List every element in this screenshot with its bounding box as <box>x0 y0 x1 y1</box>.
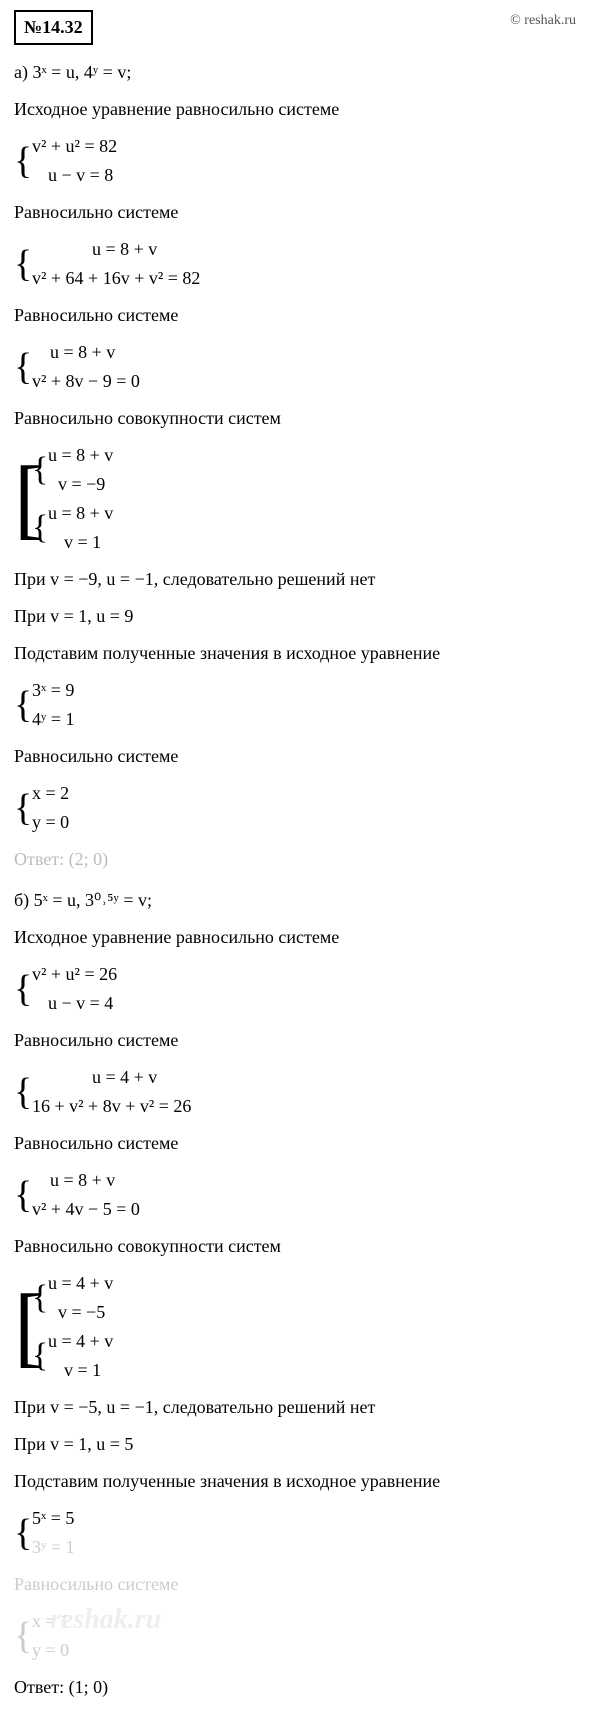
text-line: Равносильно системе <box>14 1027 576 1054</box>
brace-icon: { <box>14 780 32 836</box>
equation-row: v² + 8v − 9 = 0 <box>32 368 576 395</box>
system-block: { u = 8 + v v² + 8v − 9 = 0 <box>14 339 576 395</box>
equation-row: v = 1 <box>48 1357 576 1384</box>
answer-line: Ответ: (1; 0) <box>14 1674 576 1701</box>
text-line: Исходное уравнение равносильно системе <box>14 924 576 951</box>
copyright: © reshak.ru <box>510 10 576 31</box>
system-block: { v² + u² = 82 u − v = 8 <box>14 133 576 189</box>
text-line: Равносильно совокупности систем <box>14 1233 576 1260</box>
equation-row: 16 + v² + 8v + v² = 26 <box>32 1093 576 1120</box>
system-block: { u = 8 + v v = −9 <box>32 442 576 498</box>
equation-row: u = 8 + v <box>32 236 576 263</box>
text-line: Исходное уравнение равносильно системе <box>14 96 576 123</box>
answer-line: Ответ: (2; 0) <box>14 846 576 873</box>
text-line: Равносильно системе <box>14 199 576 226</box>
equation-row: 3ʸ = 1 <box>32 1534 576 1561</box>
equation-row: u = 8 + v <box>32 339 576 366</box>
header-row: №14.32 © reshak.ru <box>14 10 576 45</box>
brace-icon: { <box>14 339 32 395</box>
union-block: [ { u = 4 + v v = −5 { u = 4 + v v = 1 <box>14 1270 576 1384</box>
text-line: При v = 1, u = 5 <box>14 1431 576 1458</box>
equation-row: u = 8 + v <box>32 1167 576 1194</box>
system-block: { x = 2 y = 0 <box>14 780 576 836</box>
brace-icon: { <box>14 1167 32 1223</box>
equation-row: y = 0 <box>32 809 576 836</box>
brace-icon: { <box>14 1505 32 1561</box>
brace-icon: { <box>14 1608 32 1664</box>
equation-row: u = 4 + v <box>48 1328 576 1355</box>
equation-row: v = −9 <box>48 471 576 498</box>
text-line: При v = 1, u = 9 <box>14 603 576 630</box>
system-block: { 5ˣ = 5 3ʸ = 1 <box>14 1505 576 1561</box>
equation-row: v² + u² = 26 <box>32 961 576 988</box>
equation-row: y = 0 <box>32 1637 576 1664</box>
system-block: { x = 1 y = 0 <box>14 1608 576 1664</box>
brace-icon: { <box>32 500 48 556</box>
equation-row: v² + 4v − 5 = 0 <box>32 1196 576 1223</box>
equation-row: v = −5 <box>48 1299 576 1326</box>
system-block: { 3ˣ = 9 4ʸ = 1 <box>14 677 576 733</box>
brace-icon: { <box>14 677 32 733</box>
equation-row: v² + u² = 82 <box>32 133 576 160</box>
text-line: Подставим полученные значения в исходное… <box>14 1468 576 1495</box>
text-line: Подставим полученные значения в исходное… <box>14 640 576 667</box>
part-a-substitution: а) 3ˣ = u, 4ʸ = v; <box>14 59 576 86</box>
system-block: { u = 4 + v v = 1 <box>32 1328 576 1384</box>
brace-icon: { <box>14 236 32 292</box>
equation-row: u = 8 + v <box>48 500 576 527</box>
equation-row: 5ˣ = 5 <box>32 1505 576 1532</box>
equation-row: 3ˣ = 9 <box>32 677 576 704</box>
equation-row: 4ʸ = 1 <box>32 706 576 733</box>
system-block: { v² + u² = 26 u − v = 4 <box>14 961 576 1017</box>
equation-row: u = 4 + v <box>32 1064 576 1091</box>
equation-row: u = 8 + v <box>48 442 576 469</box>
equation-row: u − v = 4 <box>32 990 576 1017</box>
system-block: { u = 8 + v v = 1 <box>32 500 576 556</box>
brace-icon: { <box>14 133 32 189</box>
system-block: { u = 4 + v v = −5 <box>32 1270 576 1326</box>
text-line: Равносильно системе <box>14 1571 576 1598</box>
equation-row: x = 2 <box>32 780 576 807</box>
equation-row: u = 4 + v <box>48 1270 576 1297</box>
problem-number: №14.32 <box>14 10 93 45</box>
part-b-substitution: б) 5ˣ = u, 3⁰˒⁵ʸ = v; <box>14 887 576 914</box>
text-line: Равносильно системе <box>14 743 576 770</box>
equation-row: v = 1 <box>48 529 576 556</box>
equation-row: v² + 64 + 16v + v² = 82 <box>32 265 576 292</box>
system-block: { u = 4 + v 16 + v² + 8v + v² = 26 <box>14 1064 576 1120</box>
brace-icon: { <box>32 1328 48 1384</box>
equation-row: u − v = 8 <box>32 162 576 189</box>
text-line: Равносильно системе <box>14 302 576 329</box>
brace-icon: { <box>14 1064 32 1120</box>
system-block: { u = 8 + v v² + 64 + 16v + v² = 82 <box>14 236 576 292</box>
union-block: [ { u = 8 + v v = −9 { u = 8 + v v = 1 <box>14 442 576 556</box>
brace-icon: { <box>32 442 48 498</box>
brace-icon: { <box>14 961 32 1017</box>
text-line: Равносильно совокупности систем <box>14 405 576 432</box>
brace-icon: { <box>32 1270 48 1326</box>
text-line: При v = −5, u = −1, следовательно решени… <box>14 1394 576 1421</box>
system-block: { u = 8 + v v² + 4v − 5 = 0 <box>14 1167 576 1223</box>
text-line: Равносильно системе <box>14 1130 576 1157</box>
text-line: При v = −9, u = −1, следовательно решени… <box>14 566 576 593</box>
